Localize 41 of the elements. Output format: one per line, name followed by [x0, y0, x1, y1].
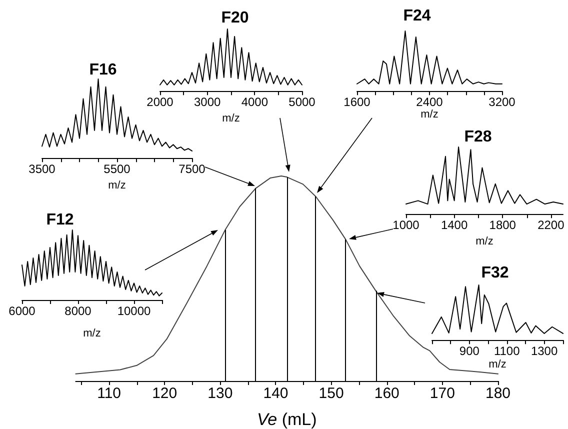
x-tick-label: 180 [485, 385, 511, 402]
x-tick-label: 5500 [104, 162, 131, 176]
x-axis-title: m/z [222, 112, 240, 124]
x-tick-label: 160 [374, 385, 400, 402]
x-tick-label: 5000 [288, 95, 316, 110]
x-tick-label: 150 [318, 385, 344, 402]
x-tick-label: 900 [459, 344, 480, 358]
x-tick-label: 10000 [117, 304, 152, 318]
x-axis-title: m/z [420, 108, 438, 121]
x-tick-label: 1300 [530, 344, 558, 358]
x-tick-label: 3500 [28, 162, 56, 176]
chart-title: F32 [481, 264, 509, 282]
x-tick-label: 170 [430, 385, 455, 402]
x-axis-title: m/z [108, 180, 126, 192]
x-tick-label: 1000 [392, 218, 420, 232]
x-axis-title: m/z [83, 328, 101, 340]
x-tick-label: 2400 [416, 95, 444, 110]
x-axis-title: m/z [476, 236, 494, 248]
x-tick-label: 6000 [8, 304, 36, 318]
x-axis-title: Ve (mL) [256, 410, 317, 429]
x-tick-label: 3200 [488, 95, 516, 110]
chart-title: F20 [221, 10, 249, 26]
x-axis-title: m/z [488, 358, 506, 371]
chart-title: F28 [464, 128, 492, 146]
x-tick-label: 110 [97, 385, 121, 402]
x-tick-label: 1400 [440, 218, 468, 232]
x-tick-label: 2200 [538, 218, 565, 232]
x-tick-label: 1800 [489, 218, 516, 232]
chart-title: F12 [46, 212, 74, 228]
x-tick-label: 130 [208, 385, 233, 402]
x-tick-label: 140 [263, 385, 288, 402]
x-tick-label: 3000 [194, 95, 222, 110]
x-tick-label: 4000 [241, 95, 268, 110]
chart-title: F16 [89, 62, 117, 78]
x-tick-label: 1600 [344, 95, 371, 110]
x-tick-label: 7500 [178, 162, 206, 176]
x-tick-label: 120 [152, 385, 178, 402]
x-tick-label: 2000 [146, 95, 174, 110]
chart-title: F24 [403, 8, 431, 24]
x-tick-label: 1100 [494, 344, 520, 358]
x-tick-label: 8000 [64, 304, 92, 318]
